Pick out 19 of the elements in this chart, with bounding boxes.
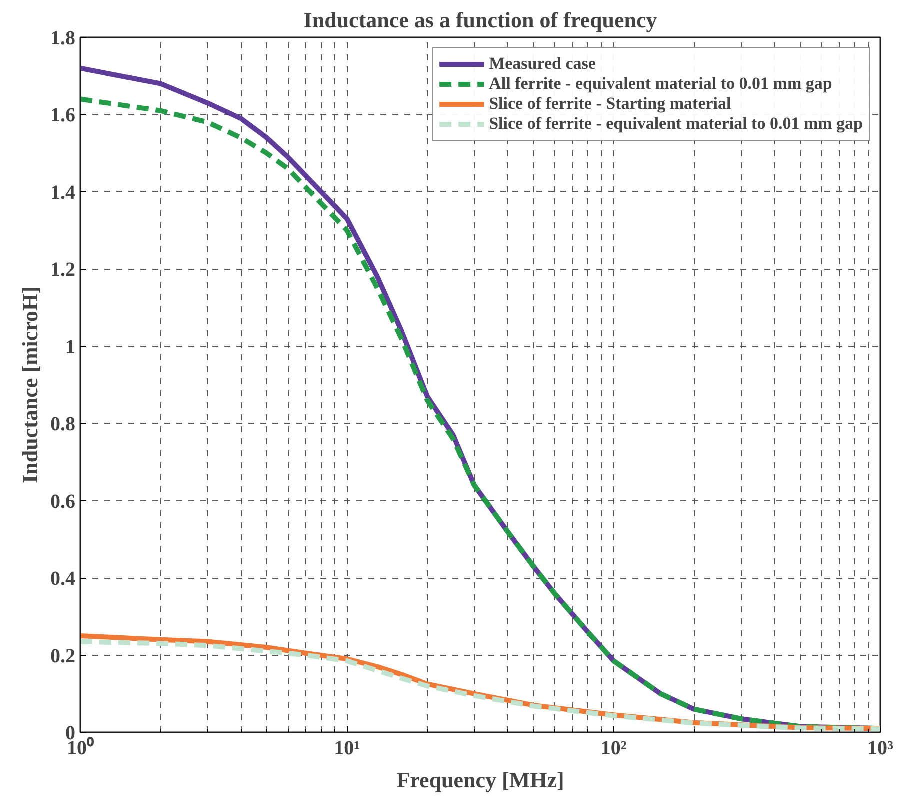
x-tick-label: 10²: [600, 738, 627, 760]
y-tick-label: 0.2: [50, 645, 76, 668]
legend-label: Slice of ferrite - equivalent material to 0.01 mm gap: [489, 114, 863, 134]
legend-label: Slice of ferrite - Starting material: [489, 94, 732, 114]
y-tick-label: 1.8: [50, 28, 76, 50]
y-tick-label: 1.4: [50, 182, 76, 204]
y-tick-label: 0.4: [50, 568, 76, 590]
legend-label: Measured case: [489, 54, 596, 74]
x-axis-title: Frequency [MHz]: [396, 768, 564, 792]
y-axis-title: Inductance [microH]: [18, 286, 42, 484]
y-tick-label: 1.6: [50, 104, 76, 127]
legend-label: All ferrite - equivalent material to 0.01 mm gap: [489, 74, 832, 94]
y-tick-label: 1: [66, 336, 76, 358]
y-tick-label: 0.6: [50, 490, 76, 513]
x-tick-label: 10³: [868, 738, 894, 760]
y-tick-label: 0.8: [50, 414, 76, 436]
x-tick-label: 10¹: [334, 738, 360, 760]
chart-title: Inductance as a function of frequency: [304, 8, 658, 32]
y-tick-label: 1.2: [50, 259, 76, 282]
